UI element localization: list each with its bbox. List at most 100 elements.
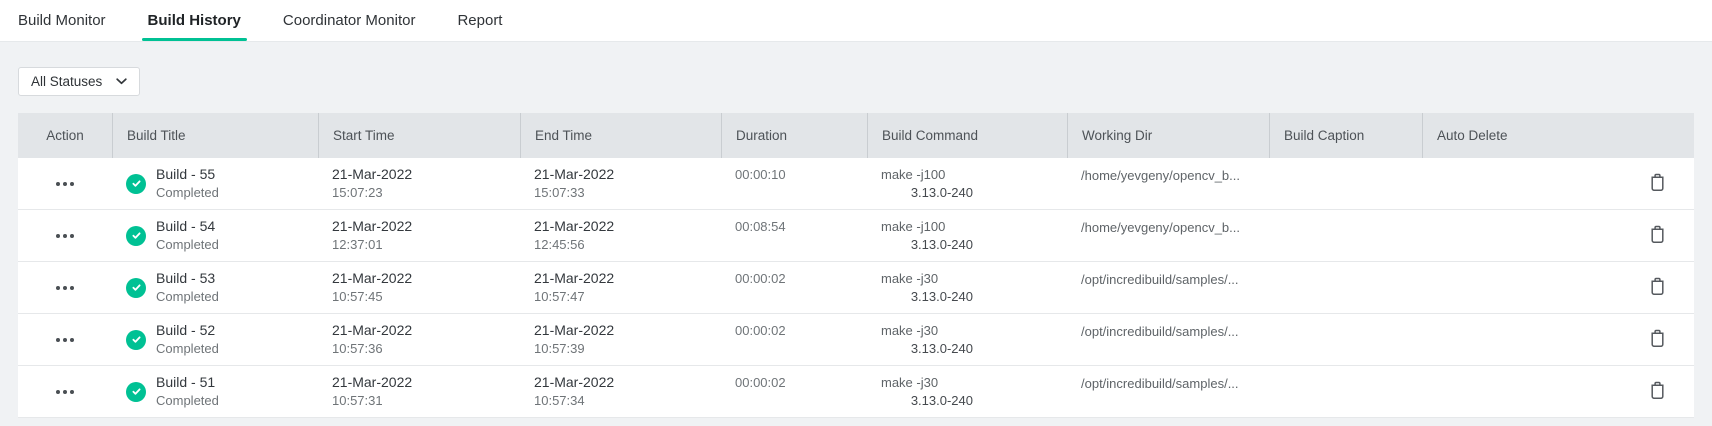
row-action-menu-button[interactable]	[18, 314, 112, 365]
trash-icon	[1649, 276, 1666, 299]
check-circle-icon	[126, 329, 146, 350]
start-time: 10:57:36	[332, 341, 383, 356]
start-date: 21-Mar-2022	[332, 374, 413, 390]
row-action-menu-button[interactable]	[18, 158, 112, 209]
build-caption-cell	[1269, 262, 1422, 313]
column-header-end-time: End Time	[520, 113, 721, 158]
table-row: Build - 51 Completed 21-Mar-2022 10:57:3…	[18, 366, 1694, 418]
duration-cell: 00:08:54	[735, 219, 786, 234]
delete-build-button[interactable]	[1645, 220, 1670, 251]
end-date: 21-Mar-2022	[534, 322, 615, 338]
build-status: Completed	[156, 289, 219, 304]
end-time: 12:45:56	[534, 237, 585, 252]
start-date: 21-Mar-2022	[332, 218, 413, 234]
end-time-cell: 21-Mar-2022 15:07:33	[520, 158, 721, 209]
build-title: Build - 52	[156, 322, 216, 338]
build-history-content: All Statuses Action Build Title Start Ti…	[0, 42, 1712, 418]
build-title-stack: Build - 52 Completed	[156, 321, 219, 358]
end-date: 21-Mar-2022	[534, 218, 615, 234]
delete-build-button[interactable]	[1645, 376, 1670, 407]
end-time: 15:07:33	[534, 185, 585, 200]
trash-icon	[1649, 224, 1666, 247]
table-row: Build - 53 Completed 21-Mar-2022 10:57:4…	[18, 262, 1694, 314]
build-command: make -j100	[881, 166, 946, 182]
build-command-cell: make -j30 3.13.0-240	[867, 366, 1067, 417]
column-header-start-time: Start Time	[318, 113, 520, 158]
build-command-cell: make -j100 3.13.0-240	[867, 158, 1067, 209]
start-time-cell: 21-Mar-2022 10:57:45	[318, 262, 520, 313]
delete-build-button[interactable]	[1645, 272, 1670, 303]
delete-build-button[interactable]	[1645, 324, 1670, 355]
check-circle-icon	[126, 225, 146, 246]
build-caption-cell	[1269, 210, 1422, 261]
build-title-cell: Build - 54 Completed	[112, 210, 318, 261]
end-time: 10:57:34	[534, 393, 585, 408]
auto-delete-cell	[1422, 210, 1694, 261]
column-header-auto-delete: Auto Delete	[1422, 113, 1694, 158]
auto-delete-cell	[1422, 262, 1694, 313]
table-row: Build - 55 Completed 21-Mar-2022 15:07:2…	[18, 158, 1694, 210]
build-status: Completed	[156, 393, 219, 408]
tab-coordinator-monitor[interactable]: Coordinator Monitor	[282, 12, 416, 29]
more-horizontal-icon	[54, 228, 76, 244]
build-command: make -j100	[881, 218, 946, 234]
auto-delete-cell	[1422, 314, 1694, 365]
duration-cell: 00:00:02	[735, 271, 786, 286]
status-filter-dropdown[interactable]: All Statuses	[18, 67, 141, 96]
tab-report[interactable]: Report	[457, 12, 503, 29]
end-date: 21-Mar-2022	[534, 270, 615, 286]
build-command-cell: make -j30 3.13.0-240	[867, 262, 1067, 313]
auto-delete-cell	[1422, 158, 1694, 209]
build-caption-cell	[1269, 366, 1422, 417]
trash-icon	[1649, 380, 1666, 403]
row-action-menu-button[interactable]	[18, 210, 112, 261]
build-version: 3.13.0-240	[910, 288, 973, 304]
tab-build-monitor[interactable]: Build Monitor	[18, 12, 106, 29]
table-row: Build - 54 Completed 21-Mar-2022 12:37:0…	[18, 210, 1694, 262]
table-body: Build - 55 Completed 21-Mar-2022 15:07:2…	[18, 158, 1694, 418]
working-dir-cell: /opt/incredibuild/samples/...	[1081, 376, 1239, 391]
more-horizontal-icon	[54, 176, 76, 192]
end-time-cell: 21-Mar-2022 10:57:39	[520, 314, 721, 365]
more-horizontal-icon	[54, 384, 76, 400]
build-title: Build - 54	[156, 218, 216, 234]
column-header-build-title: Build Title	[112, 113, 318, 158]
row-action-menu-button[interactable]	[18, 366, 112, 417]
working-dir-cell: /opt/incredibuild/samples/...	[1081, 324, 1239, 339]
build-title-stack: Build - 53 Completed	[156, 269, 219, 306]
build-history-table: Action Build Title Start Time End Time D…	[18, 113, 1694, 418]
duration-cell: 00:00:02	[735, 323, 786, 338]
build-command-cell: make -j100 3.13.0-240	[867, 210, 1067, 261]
check-circle-icon	[126, 381, 146, 402]
end-time: 10:57:39	[534, 341, 585, 356]
start-time-cell: 21-Mar-2022 10:57:31	[318, 366, 520, 417]
build-title-cell: Build - 52 Completed	[112, 314, 318, 365]
build-title: Build - 53	[156, 270, 216, 286]
trash-icon	[1649, 328, 1666, 351]
chevron-down-icon	[116, 78, 127, 85]
build-title-cell: Build - 55 Completed	[112, 158, 318, 209]
build-caption-cell	[1269, 158, 1422, 209]
build-version: 3.13.0-240	[910, 340, 973, 356]
end-time-cell: 21-Mar-2022 12:45:56	[520, 210, 721, 261]
tab-build-history[interactable]: Build History	[141, 0, 248, 41]
table-header-row: Action Build Title Start Time End Time D…	[18, 113, 1694, 158]
status-filter-value: All Statuses	[31, 74, 103, 89]
build-title-stack: Build - 51 Completed	[156, 373, 219, 410]
build-version: 3.13.0-240	[910, 236, 973, 252]
column-header-build-caption: Build Caption	[1269, 113, 1422, 158]
build-command-cell: make -j30 3.13.0-240	[867, 314, 1067, 365]
tab-bar: Build Monitor Build History Coordinator …	[0, 0, 1712, 42]
delete-build-button[interactable]	[1645, 168, 1670, 199]
end-time: 10:57:47	[534, 289, 585, 304]
start-time: 10:57:45	[332, 289, 383, 304]
build-status: Completed	[156, 237, 219, 252]
row-action-menu-button[interactable]	[18, 262, 112, 313]
more-horizontal-icon	[54, 280, 76, 296]
start-time: 15:07:23	[332, 185, 383, 200]
column-header-working-dir: Working Dir	[1067, 113, 1269, 158]
build-title-cell: Build - 51 Completed	[112, 366, 318, 417]
duration-cell: 00:00:02	[735, 375, 786, 390]
start-time-cell: 21-Mar-2022 12:37:01	[318, 210, 520, 261]
